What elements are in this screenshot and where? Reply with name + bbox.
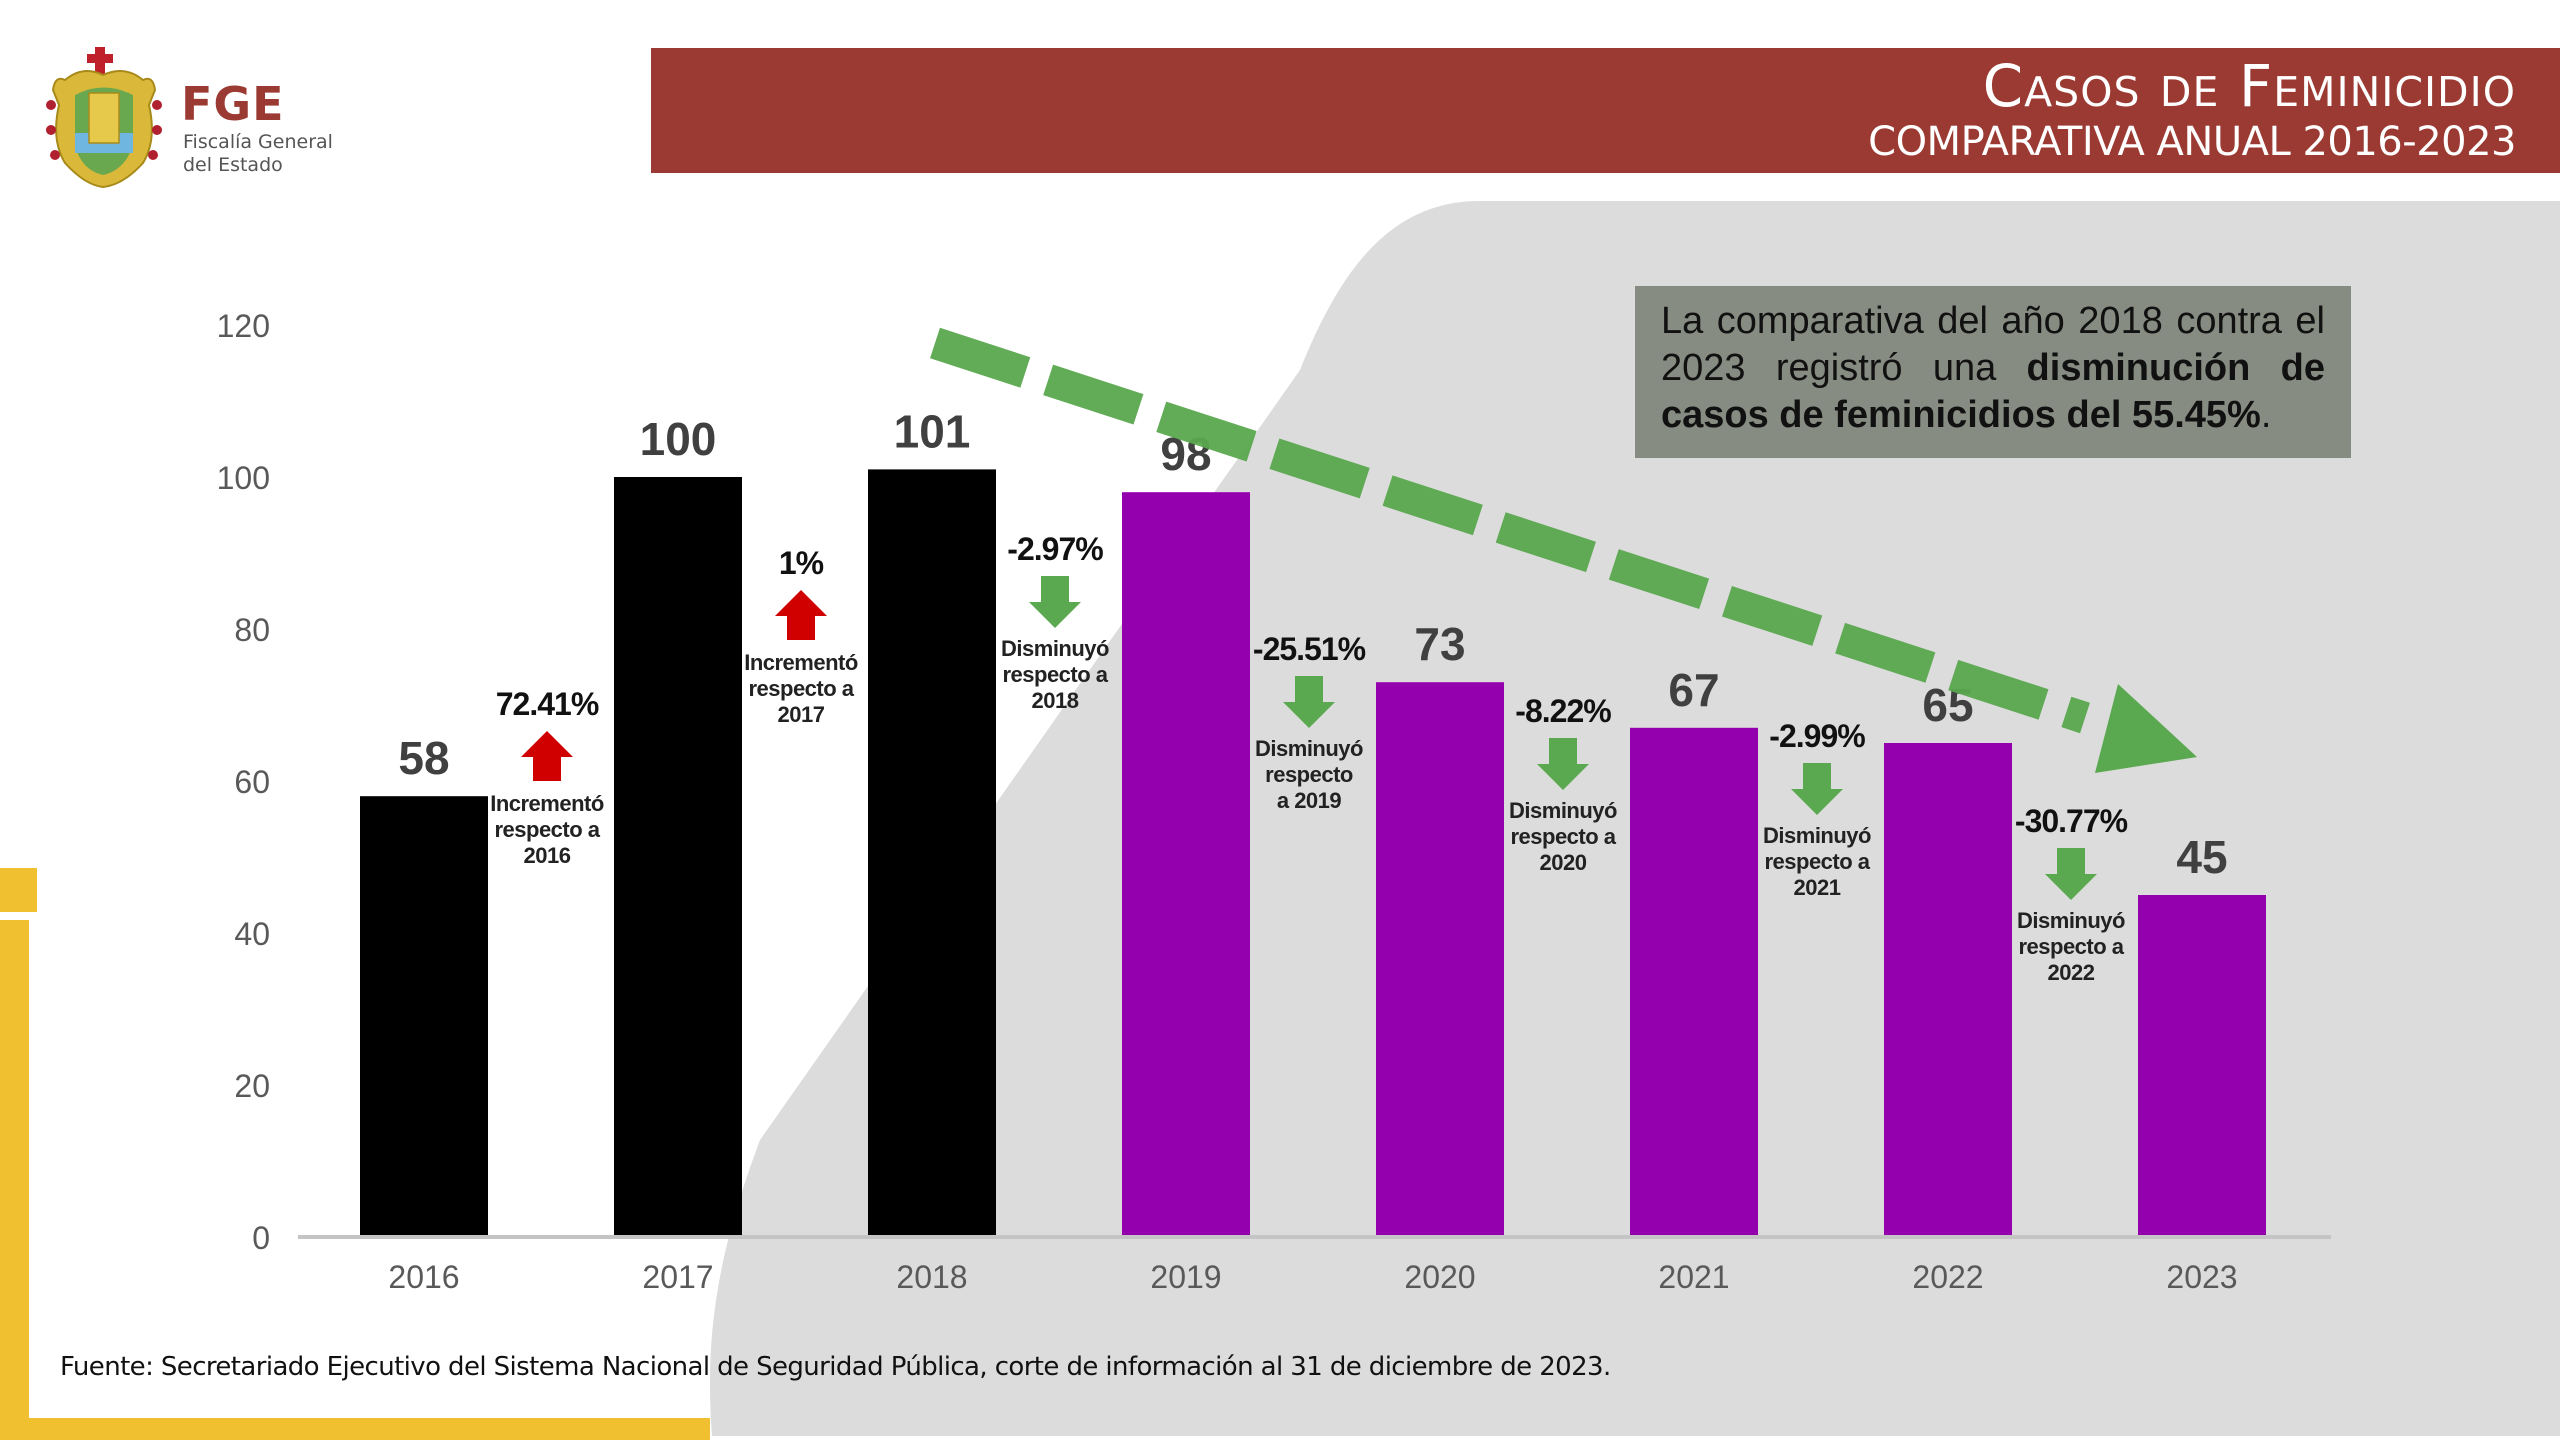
logo-acronym: FGE bbox=[181, 77, 285, 131]
page-title: Casos de Feminicidio bbox=[1982, 52, 2516, 120]
data-label: 100 bbox=[640, 413, 717, 465]
increase-arrow-icon bbox=[521, 731, 573, 781]
logo-name-line2: del Estado bbox=[183, 154, 283, 176]
bar bbox=[868, 469, 996, 1237]
data-label: 45 bbox=[2176, 831, 2227, 883]
yellow-accent-horizontal bbox=[0, 1418, 710, 1440]
change-percent: -8.22% bbox=[1515, 693, 1611, 729]
x-tick-label: 2017 bbox=[642, 1259, 713, 1295]
change-description: Disminuyó bbox=[1001, 636, 1109, 661]
yellow-accent-vertical bbox=[0, 920, 29, 1440]
summary-text-end: . bbox=[2260, 394, 2272, 436]
change-percent: -25.51% bbox=[1253, 631, 1366, 667]
y-tick-label: 20 bbox=[234, 1068, 270, 1104]
summary-text-normal: La comparativa del año 2018 contra el 20… bbox=[1661, 300, 2325, 389]
x-tick-label: 2019 bbox=[1150, 1259, 1221, 1295]
y-axis: 0 20 40 60 80 100 120 bbox=[217, 308, 270, 1256]
bars bbox=[360, 469, 2266, 1237]
x-axis: 2016 2017 2018 2019 2020 2021 2022 2023 bbox=[388, 1259, 2237, 1295]
summary-text-bold: disminución de casos de feminicidios del… bbox=[1661, 347, 2325, 436]
change-description: Disminuyó bbox=[1509, 798, 1617, 823]
change-description: Incrementó bbox=[744, 650, 858, 675]
bar bbox=[1376, 682, 1504, 1237]
change-percent: 1% bbox=[779, 545, 824, 581]
trend-line bbox=[930, 327, 2090, 734]
change-description: respecto a bbox=[1002, 662, 1108, 687]
trend-arrowhead-icon bbox=[2095, 684, 2197, 773]
y-tick-label: 80 bbox=[234, 612, 270, 648]
header-bar bbox=[651, 48, 2560, 173]
change-percent: 72.41% bbox=[496, 686, 599, 722]
decrease-arrow-icon bbox=[2045, 848, 2097, 900]
summary-text: La comparativa del año 2018 contra el 20… bbox=[1661, 298, 2325, 439]
data-label: 73 bbox=[1414, 618, 1465, 670]
decrease-arrow-icon bbox=[1791, 763, 1843, 815]
x-tick-label: 2018 bbox=[896, 1259, 967, 1295]
change-description: a 2019 bbox=[1277, 788, 1342, 813]
data-label: 67 bbox=[1668, 664, 1719, 716]
data-label: 58 bbox=[398, 732, 449, 784]
x-tick-label: 2021 bbox=[1658, 1259, 1729, 1295]
change-description: respecto a bbox=[2018, 934, 2124, 959]
y-tick-label: 60 bbox=[234, 764, 270, 800]
state-coat-of-arms-icon bbox=[46, 47, 162, 189]
change-description: 2021 bbox=[1794, 875, 1841, 900]
change-description: Disminuyó bbox=[2017, 908, 2125, 933]
bar bbox=[614, 477, 742, 1237]
summary-box: La comparativa del año 2018 contra el 20… bbox=[1635, 286, 2351, 458]
change-description: respecto bbox=[1265, 762, 1353, 787]
change-percent: -2.99% bbox=[1769, 718, 1865, 754]
x-tick-label: 2022 bbox=[1912, 1259, 1983, 1295]
page-subtitle: COMPARATIVA ANUAL 2016-2023 bbox=[1868, 119, 2516, 165]
change-description: respecto a bbox=[748, 676, 854, 701]
change-description: Disminuyó bbox=[1763, 823, 1871, 848]
y-tick-label: 0 bbox=[252, 1220, 270, 1256]
change-description: 2017 bbox=[778, 702, 825, 727]
change-description: respecto a bbox=[1510, 824, 1616, 849]
change-percent: -2.97% bbox=[1007, 531, 1103, 567]
bar bbox=[1630, 727, 1758, 1237]
bar bbox=[360, 796, 488, 1237]
change-description: 2018 bbox=[1032, 688, 1079, 713]
increase-arrow-icon bbox=[775, 590, 827, 640]
y-tick-label: 100 bbox=[217, 460, 270, 496]
decrease-arrow-icon bbox=[1537, 738, 1589, 790]
change-description: Disminuyó bbox=[1255, 736, 1363, 761]
x-tick-label: 2016 bbox=[388, 1259, 459, 1295]
bar bbox=[1884, 743, 2012, 1237]
change-description: respecto a bbox=[494, 817, 600, 842]
trend-arrow bbox=[930, 327, 2197, 773]
data-label: 101 bbox=[894, 405, 971, 457]
yellow-accent-block bbox=[0, 868, 37, 912]
change-description: 2016 bbox=[524, 843, 571, 868]
decrease-arrow-icon bbox=[1283, 676, 1335, 728]
change-percent: -30.77% bbox=[2015, 803, 2128, 839]
change-description: 2020 bbox=[1540, 850, 1587, 875]
bar bbox=[1122, 492, 1250, 1237]
decrease-arrow-icon bbox=[1029, 576, 1081, 628]
x-tick-label: 2023 bbox=[2166, 1259, 2237, 1295]
change-description: respecto a bbox=[1764, 849, 1870, 874]
change-description: 2022 bbox=[2048, 960, 2095, 985]
y-tick-label: 40 bbox=[234, 916, 270, 952]
y-tick-label: 120 bbox=[217, 308, 270, 344]
x-tick-label: 2020 bbox=[1404, 1259, 1475, 1295]
source-note: Fuente: Secretariado Ejecutivo del Siste… bbox=[60, 1352, 1611, 1382]
bar bbox=[2138, 895, 2266, 1237]
change-description: Incrementó bbox=[490, 791, 604, 816]
logo-name-line1: Fiscalía General bbox=[183, 131, 333, 153]
